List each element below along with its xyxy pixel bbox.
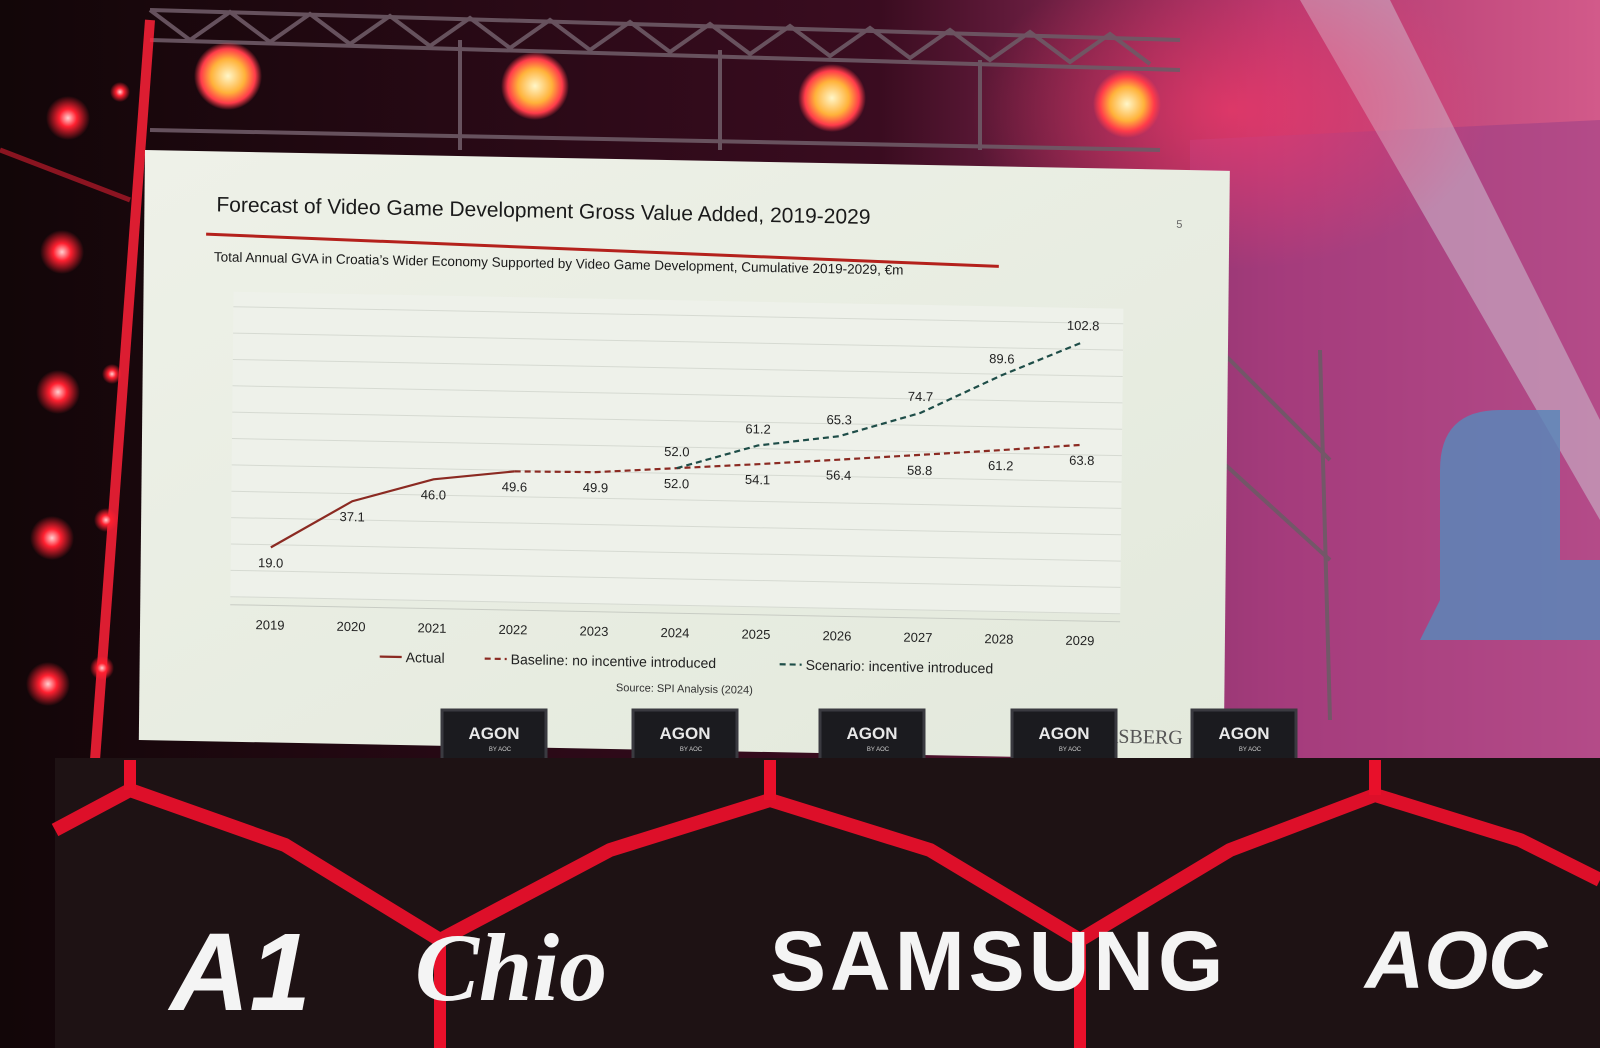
monitor-brand-label: AGON <box>1219 724 1270 743</box>
lighting-truss <box>148 8 1332 721</box>
data-label: 56.4 <box>826 467 851 482</box>
gridline <box>233 306 1124 325</box>
title-underline <box>206 232 999 268</box>
monitor-sub-label: BY AOC <box>489 747 512 753</box>
legend-label: Baseline: no incentive introduced <box>511 651 717 671</box>
data-label: 49.6 <box>502 479 527 494</box>
data-label: 61.2 <box>745 421 770 436</box>
legend-label: Scenario: incentive introduced <box>806 657 994 677</box>
stage-desk <box>51 758 1600 1048</box>
series-line <box>270 470 515 549</box>
gva-line-chart: 2019 2020 2021 2022 2023 2024 2025 2026 2027 2028… <box>230 291 1124 677</box>
sponsor-chio-logo: Chio <box>415 914 607 1021</box>
data-label: 65.3 <box>826 412 851 427</box>
x-tick-label: 2028 <box>984 631 1013 647</box>
x-tick-label: 2020 <box>336 619 365 635</box>
data-label: 74.7 <box>908 389 933 404</box>
data-label: 49.9 <box>583 480 608 495</box>
projection-screen: Forecast of Video Game Development Gross… <box>138 150 1230 761</box>
gridline <box>232 385 1123 404</box>
x-tick-label: 2022 <box>498 622 527 638</box>
x-tick-label: 2029 <box>1065 633 1094 649</box>
x-tick-label: 2021 <box>417 620 446 636</box>
monitor-sub-label: BY AOC <box>1239 747 1262 753</box>
side-light-column <box>0 19 155 761</box>
slide-page-number: 5 <box>1176 219 1182 231</box>
gridline <box>231 464 1122 483</box>
gridline <box>231 438 1122 457</box>
monitor-brand-label: AGON <box>847 724 898 743</box>
data-label: 52.0 <box>664 476 689 491</box>
data-label: 46.0 <box>421 487 446 502</box>
x-tick-label: 2025 <box>741 627 770 643</box>
gridline <box>231 517 1122 536</box>
x-tick-label: 2019 <box>255 617 284 633</box>
monitor-sub-label: BY AOC <box>867 747 890 753</box>
legend-label: Actual <box>406 649 445 666</box>
x-tick-label: 2023 <box>579 623 608 639</box>
monitor-sub-label: BY AOC <box>680 747 703 753</box>
stage-lamps <box>194 42 1161 138</box>
partial-sponsor-logo: ASBERG <box>1104 725 1183 749</box>
data-label: 52.0 <box>664 444 689 459</box>
monitor-brand-label: AGON <box>1039 724 1090 743</box>
sponsor-a1-logo: A1 <box>167 911 311 1034</box>
chart-source: Source: SPI Analysis (2024) <box>616 682 753 697</box>
gridline <box>230 543 1121 562</box>
gridline <box>233 332 1123 351</box>
x-tick-label: 2027 <box>903 630 932 646</box>
data-label: 89.6 <box>989 351 1014 366</box>
x-tick-label: 2024 <box>660 625 689 641</box>
gridline <box>230 569 1121 588</box>
gridline <box>232 411 1123 430</box>
series-line <box>514 443 1083 474</box>
sponsor-aoc-logo: AOC <box>1363 915 1549 1006</box>
data-label: 58.8 <box>907 463 932 478</box>
desk-neon-hexagons <box>51 783 1600 947</box>
monitor-sub-label: BY AOC <box>1059 747 1082 753</box>
data-label: 19.0 <box>258 555 283 570</box>
gridline <box>232 358 1123 378</box>
data-label: 37.1 <box>339 509 364 524</box>
x-tick-label: 2026 <box>822 628 851 644</box>
monitor-brand-label: AGON <box>660 724 711 743</box>
data-label: 102.8 <box>1067 318 1100 334</box>
gridline <box>230 596 1121 615</box>
data-label: 63.8 <box>1069 453 1094 468</box>
data-label: 54.1 <box>745 472 770 487</box>
sponsor-samsung-logo: SAMSUNG <box>770 914 1227 1008</box>
data-label: 61.2 <box>988 458 1013 473</box>
monitor-brand-label: AGON <box>469 724 520 743</box>
x-axis-line <box>230 604 1121 623</box>
series-line <box>676 340 1084 470</box>
sponsor-bar: A1 Chio SAMSUNG AOC <box>167 911 1549 1034</box>
air-duct <box>1420 410 1600 640</box>
